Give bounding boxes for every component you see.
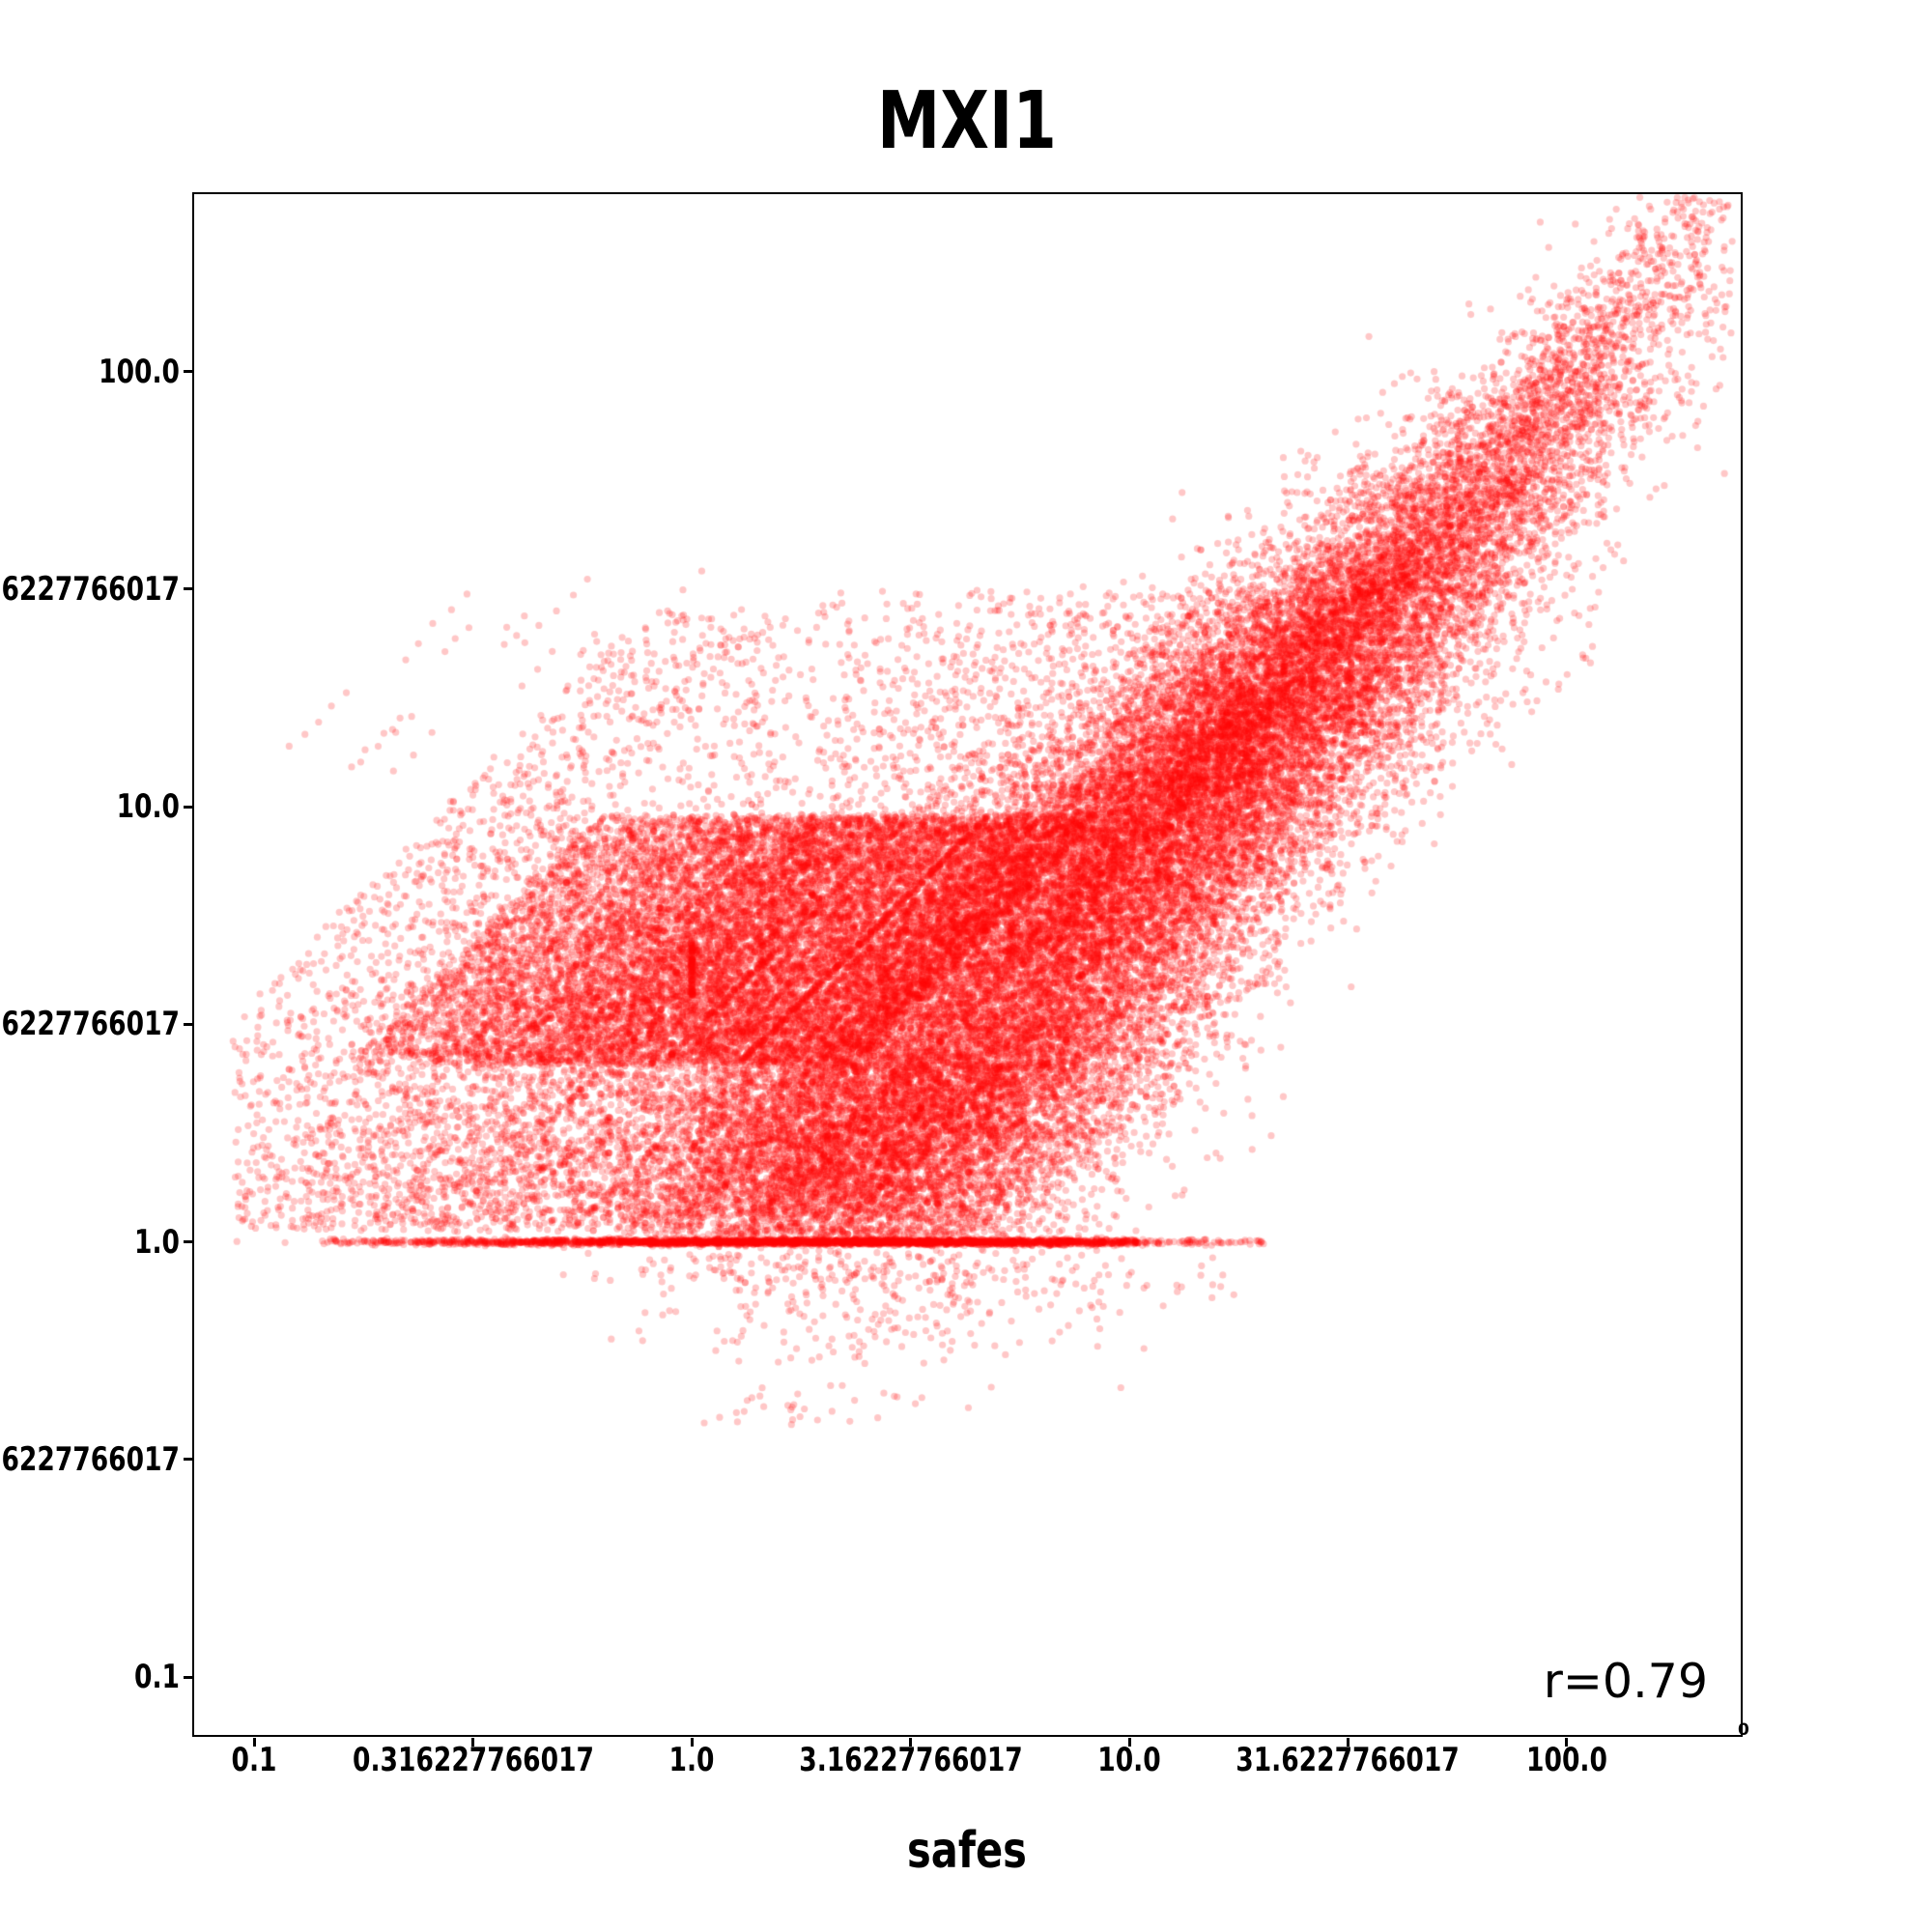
x-tick-mark bbox=[252, 1738, 256, 1747]
y-tick-label: 0.1 bbox=[134, 1658, 180, 1697]
y-tick-mark bbox=[184, 370, 193, 374]
y-tick-label: 100.0 bbox=[99, 352, 180, 391]
y-tick-mark bbox=[184, 1458, 193, 1462]
x-axis-label: safes bbox=[907, 1822, 1027, 1880]
x-tick-label: 100.0 bbox=[1525, 1741, 1607, 1779]
correlation-annotation: r=0.79 bbox=[1543, 1654, 1708, 1709]
y-tick-label: 3.16227766017 bbox=[0, 1005, 180, 1044]
y-tick-label: 0.316227766017 bbox=[0, 1439, 180, 1479]
x-tick-label: 10.0 bbox=[1097, 1741, 1161, 1779]
x-tick-mark bbox=[690, 1738, 694, 1747]
x-tick-mark bbox=[471, 1738, 475, 1747]
plot-border bbox=[192, 192, 1743, 1737]
y-tick-mark bbox=[184, 1675, 193, 1679]
y-tick-label: 1.0 bbox=[134, 1222, 180, 1262]
corner-tick-text: 0 bbox=[1738, 1720, 1749, 1740]
y-tick-mark bbox=[184, 1022, 193, 1026]
x-tick-label: 0.316227766017 bbox=[352, 1741, 594, 1779]
y-tick-mark bbox=[184, 587, 193, 591]
x-tick-label: 31.6227766017 bbox=[1236, 1741, 1461, 1779]
x-tick-label: 1.0 bbox=[668, 1741, 715, 1779]
x-tick-mark bbox=[1127, 1738, 1131, 1747]
y-tick-label: 31.6227766017 bbox=[0, 569, 180, 609]
y-tick-mark bbox=[184, 805, 193, 809]
y-tick-mark bbox=[184, 1240, 193, 1244]
y-tick-label: 10.0 bbox=[116, 787, 180, 827]
x-tick-label: 0.1 bbox=[231, 1741, 277, 1779]
x-tick-mark bbox=[909, 1738, 913, 1747]
x-tick-mark bbox=[1346, 1738, 1350, 1747]
x-tick-label: 3.16227766017 bbox=[798, 1741, 1023, 1779]
x-tick-mark bbox=[1565, 1738, 1569, 1747]
